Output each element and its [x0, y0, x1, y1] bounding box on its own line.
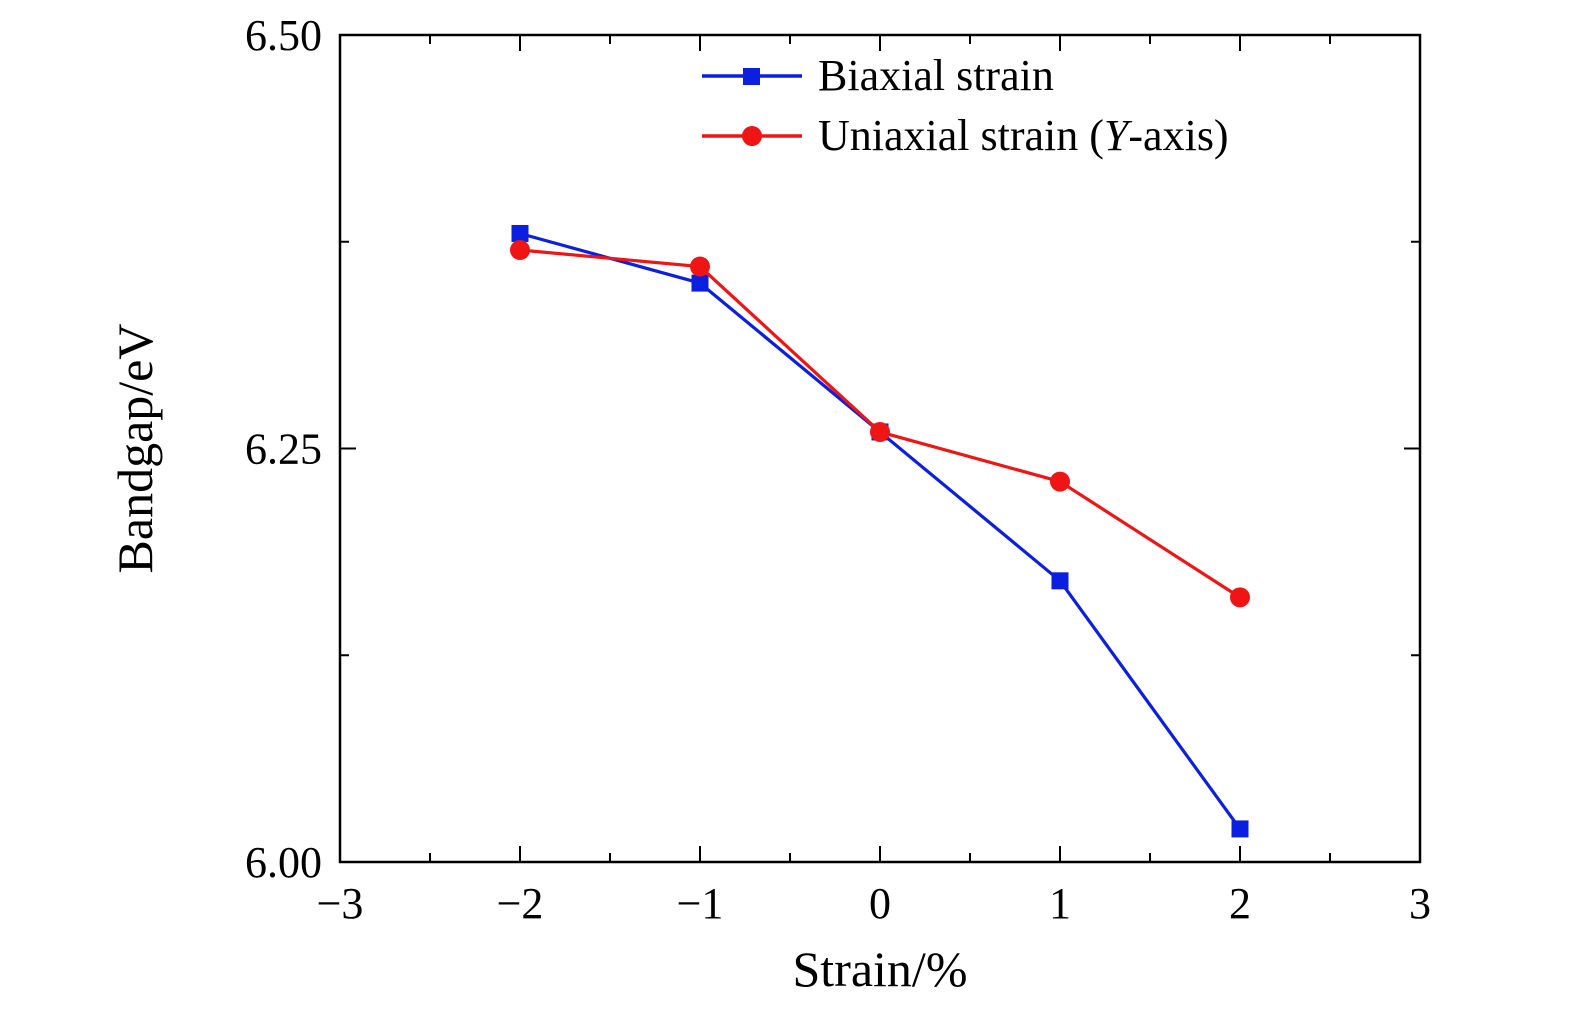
y-tick-label: 6.25 — [245, 425, 322, 474]
x-tick-label: −3 — [317, 879, 364, 928]
square-marker-icon — [691, 274, 709, 292]
legend: Biaxial strain Uniaxial strain (Y-axis) — [700, 50, 1229, 162]
y-tick-label: 6.00 — [245, 838, 322, 887]
legend-label-uniaxial: Uniaxial strain (Y-axis) — [818, 110, 1229, 162]
legend-label-biaxial: Biaxial strain — [818, 51, 1054, 100]
series-line — [518, 231, 1242, 831]
legend-label-uniaxial-italic-y: Y — [1103, 111, 1129, 160]
x-tick-label: 3 — [1409, 879, 1431, 928]
legend-label-uniaxial-suffix: -axis) — [1128, 111, 1229, 160]
tick-labels: −3 −2 −1 0 1 2 3 6.00 6.25 6.50 — [245, 11, 1431, 928]
square-marker-icon — [1051, 572, 1069, 590]
series-group — [510, 224, 1250, 838]
legend-item-biaxial: Biaxial strain — [700, 50, 1229, 102]
x-tick-label: 2 — [1229, 879, 1251, 928]
circle-marker-icon — [510, 240, 530, 261]
y-tick-label: 6.50 — [245, 11, 322, 60]
circle-marker-icon — [690, 256, 710, 277]
circle-marker-icon — [1230, 587, 1250, 608]
circle-marker-icon — [1050, 471, 1070, 492]
legend-label-uniaxial-prefix: Uniaxial strain ( — [818, 111, 1104, 160]
legend-sample-uniaxial — [702, 126, 802, 146]
x-tick-label: 1 — [1049, 879, 1071, 928]
series-uniaxial — [510, 240, 1250, 608]
circle-marker-icon — [870, 421, 890, 442]
x-tick-label: −2 — [497, 879, 544, 928]
legend-sample-biaxial — [702, 68, 802, 85]
legend-square-marker-icon — [743, 68, 760, 85]
y-axis-label: Bandgap/eV — [107, 324, 163, 574]
x-tick-label: −1 — [677, 879, 724, 928]
x-axis-label: Strain/% — [793, 941, 968, 997]
x-tick-label: 0 — [869, 879, 891, 928]
legend-circle-marker-icon — [742, 126, 762, 146]
square-marker-icon — [511, 224, 529, 242]
legend-item-uniaxial: Uniaxial strain (Y-axis) — [700, 110, 1229, 162]
axis-ticks — [339, 34, 1421, 863]
square-marker-icon — [1231, 820, 1249, 838]
